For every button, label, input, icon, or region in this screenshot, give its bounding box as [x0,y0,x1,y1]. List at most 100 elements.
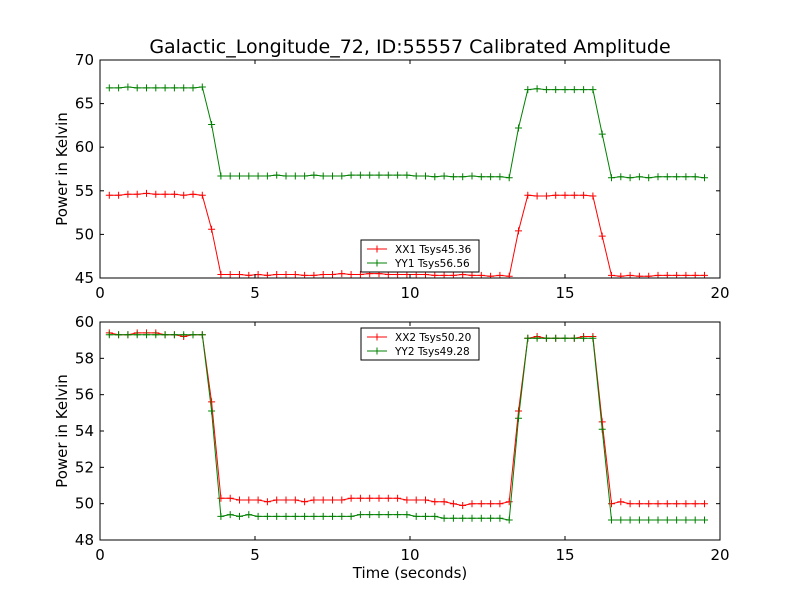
y-tick-label: 55 [75,182,94,200]
data-point [617,173,625,181]
data-point [617,272,625,278]
data-point [635,272,643,278]
data-point [626,516,634,524]
data-point [459,173,467,181]
series-1-2 [105,83,708,182]
data-point [329,496,336,504]
x-tick-label: 10 [400,284,419,302]
data-point [468,514,476,522]
data-point [580,191,588,199]
data-point [245,511,253,519]
y-tick-label: 56 [75,386,94,404]
data-point [626,500,634,508]
data-point [533,85,541,93]
x-tick-label: 5 [250,546,260,564]
data-point [515,407,522,415]
data-point [198,83,206,91]
data-point [282,512,290,520]
data-point [217,172,225,180]
data-point [403,496,411,504]
data-point [245,172,253,180]
data-point [542,192,550,200]
data-point [598,418,606,426]
data-point [608,500,615,508]
data-point [449,514,457,522]
x-tick-label: 0 [95,546,105,564]
data-point [263,512,271,520]
data-point [254,271,262,278]
data-point [133,84,141,92]
data-point [273,512,281,520]
data-point [115,84,123,92]
data-point [236,271,243,278]
data-point [394,171,402,179]
x-axis-label: Time (seconds) [352,564,468,582]
data-point [291,172,299,180]
data-point [505,516,513,524]
data-point [236,172,243,180]
data-point [226,494,234,502]
data-point [468,172,476,180]
series-1-1 [105,189,708,278]
data-point [301,512,309,520]
data-point [394,494,402,502]
data-point [673,173,681,181]
data-point [338,172,346,180]
data-point [635,516,643,524]
legend-entry: XX2 Tsys50.20 [367,332,471,344]
data-point [663,500,671,508]
data-point [487,173,495,181]
data-point [440,514,448,522]
data-point [505,174,513,182]
data-point [682,516,690,524]
data-point [422,172,429,180]
data-point [412,496,420,504]
data-point [143,331,150,339]
data-point [449,173,457,181]
data-point [375,171,383,179]
legend-entry: XX1 Tsys45.36 [367,244,472,256]
data-point [115,331,123,339]
data-point [226,511,234,519]
data-point [654,500,662,508]
legend-marker [373,347,381,355]
data-point [533,192,541,200]
data-point [236,496,243,504]
legend-marker [373,259,381,267]
data-point [198,331,206,339]
data-point [254,496,262,504]
y-tick-label: 52 [75,458,94,476]
bottom-subplot: 0 5 10 15 20 48 50 52 54 56 58 60 Power in Kelvin XX2… [53,313,730,564]
data-point [580,334,588,342]
data-point [273,496,281,504]
data-point [617,516,625,524]
data-point [375,494,383,502]
data-point [319,512,327,520]
legend-label: XX1 Tsys45.36 [395,244,472,256]
data-point [477,500,485,508]
legend: XX2 Tsys50.20 YY2 Tsys49.28 [360,327,480,361]
y-tick-label: 48 [75,531,94,549]
data-point [701,174,708,182]
legend-label: YY2 Tsys49.28 [394,346,470,358]
data-point [598,232,606,240]
data-point [375,511,383,519]
data-point [635,500,643,508]
data-point [170,331,178,339]
data-point [301,172,309,180]
data-point [208,398,216,406]
data-point [310,171,318,179]
data-point [691,173,699,181]
data-point [143,189,150,197]
data-point [524,334,532,342]
data-point [570,86,578,94]
data-point [152,331,160,339]
data-point [626,174,634,182]
data-point [161,331,169,339]
data-point [403,171,411,179]
data-point [329,512,336,520]
data-point [561,86,569,94]
legend-label: YY1 Tsys56.56 [394,258,470,270]
data-point [682,500,690,508]
data-point [152,84,160,92]
